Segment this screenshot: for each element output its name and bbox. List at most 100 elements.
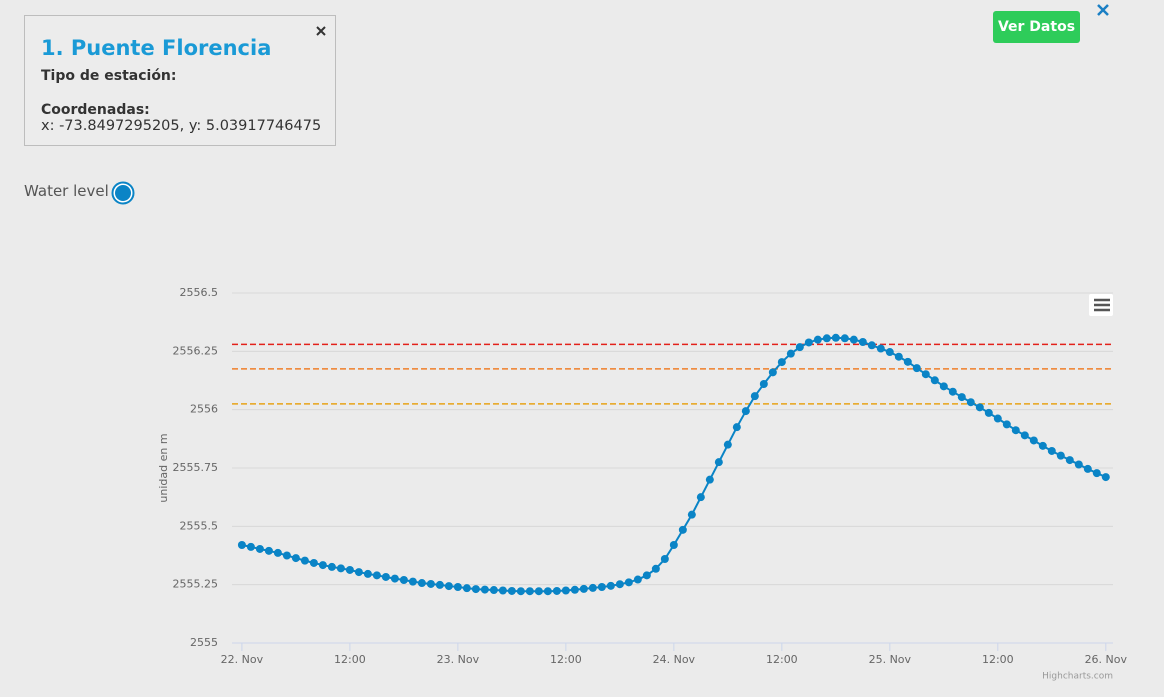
data-point	[516, 587, 525, 596]
data-point	[507, 586, 516, 595]
data-point	[372, 571, 381, 580]
legend-symbol	[111, 181, 135, 205]
data-point	[291, 554, 300, 563]
data-point	[363, 569, 372, 578]
data-point	[255, 544, 264, 553]
data-point	[894, 352, 903, 361]
data-point	[273, 548, 282, 557]
data-point	[453, 583, 462, 591]
data-point	[993, 414, 1002, 423]
data-point	[525, 587, 534, 596]
data-point	[804, 338, 813, 347]
data-point	[588, 583, 597, 592]
data-point	[723, 440, 732, 449]
data-point	[246, 542, 255, 551]
x-tick-label: 24. Nov	[653, 653, 696, 666]
data-point	[471, 585, 480, 594]
data-point	[696, 493, 705, 502]
data-point	[408, 577, 417, 586]
data-point	[921, 370, 930, 379]
data-point	[606, 581, 615, 590]
data-point	[858, 338, 867, 346]
data-point	[849, 335, 858, 344]
data-point	[876, 344, 885, 353]
data-point	[669, 541, 678, 549]
data-point	[939, 382, 948, 391]
data-point	[1074, 460, 1083, 469]
y-tick-label: 2556.5	[180, 286, 219, 299]
data-point	[1065, 456, 1074, 465]
data-point	[1020, 431, 1029, 440]
station-info: 1. Puente Florencia Tipo de estación: Co…	[24, 15, 336, 146]
data-point	[759, 380, 768, 388]
data-point	[732, 423, 741, 432]
x-tick-label: 12:00	[550, 653, 582, 666]
data-point	[624, 578, 633, 587]
data-point	[336, 564, 345, 573]
data-point	[678, 525, 687, 534]
data-point	[768, 368, 777, 377]
x-tick-label: 12:00	[334, 653, 366, 666]
x-tick-label: 26. Nov	[1085, 653, 1128, 666]
x-tick-label: 12:00	[766, 653, 798, 666]
legend-dot	[115, 185, 131, 201]
data-point	[498, 586, 507, 595]
data-point	[354, 568, 363, 577]
data-point	[975, 403, 984, 412]
data-point	[309, 558, 318, 567]
data-point	[741, 407, 750, 416]
legend-label: Water level	[24, 182, 109, 200]
x-tick-label: 23. Nov	[437, 653, 480, 666]
y-tick-label: 2556.25	[173, 344, 219, 357]
data-point	[543, 587, 552, 596]
data-point	[642, 571, 651, 580]
credits[interactable]: Highcharts.com	[1042, 672, 1113, 682]
menu-button[interactable]	[1089, 294, 1113, 316]
y-tick-label: 2555.25	[173, 578, 219, 591]
station-title: 1. Puente Florencia	[41, 36, 272, 60]
data-point	[948, 387, 957, 396]
data-point	[813, 335, 822, 344]
data-point	[840, 334, 849, 343]
data-point	[435, 580, 444, 589]
type-label: Tipo de estación:	[41, 68, 177, 84]
data-point	[957, 393, 966, 402]
data-point	[534, 587, 543, 596]
data-point	[426, 579, 435, 588]
data-point	[561, 586, 570, 595]
legend-item[interactable]: Water level	[24, 181, 135, 205]
data-point	[714, 458, 723, 467]
data-point	[390, 574, 399, 583]
data-point	[615, 580, 624, 589]
data-point	[417, 579, 426, 588]
data-point	[705, 475, 714, 484]
data-point	[237, 541, 246, 549]
data-point	[318, 561, 327, 570]
data-point	[1038, 441, 1047, 450]
ver-datos-button[interactable]: Ver Datos	[993, 11, 1080, 43]
data-point	[1056, 451, 1065, 460]
x-tick-label: 22. Nov	[221, 653, 264, 666]
x-tick-label: 12:00	[982, 653, 1014, 666]
data-point	[912, 364, 921, 373]
data-point	[552, 586, 561, 595]
data-point	[1047, 446, 1056, 455]
data-point	[345, 565, 354, 574]
data-point	[777, 358, 786, 367]
close-info[interactable]	[315, 25, 327, 37]
data-point	[1029, 436, 1038, 445]
data-point	[489, 586, 498, 595]
data-point	[264, 546, 273, 555]
close-panel[interactable]	[1096, 3, 1110, 17]
data-point	[1092, 469, 1101, 478]
x-tick-label: 25. Nov	[869, 653, 912, 666]
data-point	[930, 376, 939, 385]
data-point	[327, 562, 336, 571]
data-point	[822, 334, 831, 343]
data-point	[1083, 464, 1092, 473]
data-point	[687, 510, 696, 519]
y-tick-label: 2555	[190, 636, 218, 649]
data-point	[1002, 420, 1011, 429]
data-point	[867, 341, 876, 350]
